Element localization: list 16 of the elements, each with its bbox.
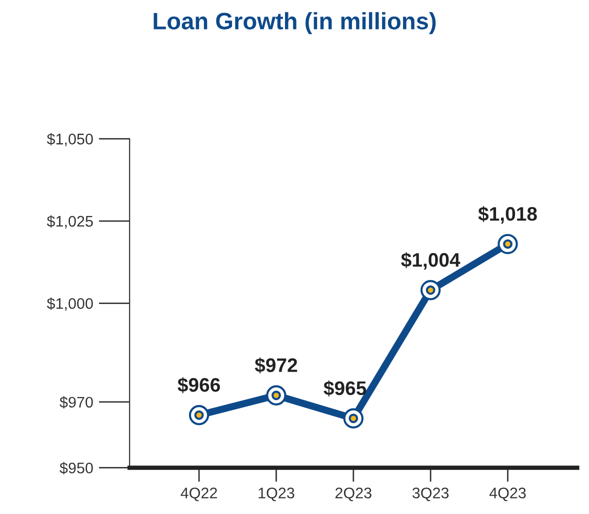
x-tick-label: 1Q23 <box>258 488 294 502</box>
x-tick-label: 3Q23 <box>412 488 449 502</box>
text: $965 <box>324 380 366 396</box>
y-tick-label: $950 <box>60 462 93 474</box>
text: $1,018 <box>478 206 537 224</box>
x-tick-label: 4Q22 <box>180 488 217 502</box>
text: $966 <box>178 377 220 394</box>
text: $972 <box>254 357 298 374</box>
x-tick-label: 2Q23 <box>335 488 372 502</box>
y-tick-label: $970 <box>60 396 93 409</box>
y-tick-label: $1,025 <box>46 215 93 229</box>
text: $1,004 <box>401 252 460 270</box>
y-tick-label: $1,050 <box>46 133 93 146</box>
y-tick-label: $1,000 <box>46 297 93 311</box>
chart-title: Loan Growth (in millions) <box>154 12 436 34</box>
x-tick-label: 4Q23 <box>489 488 526 502</box>
